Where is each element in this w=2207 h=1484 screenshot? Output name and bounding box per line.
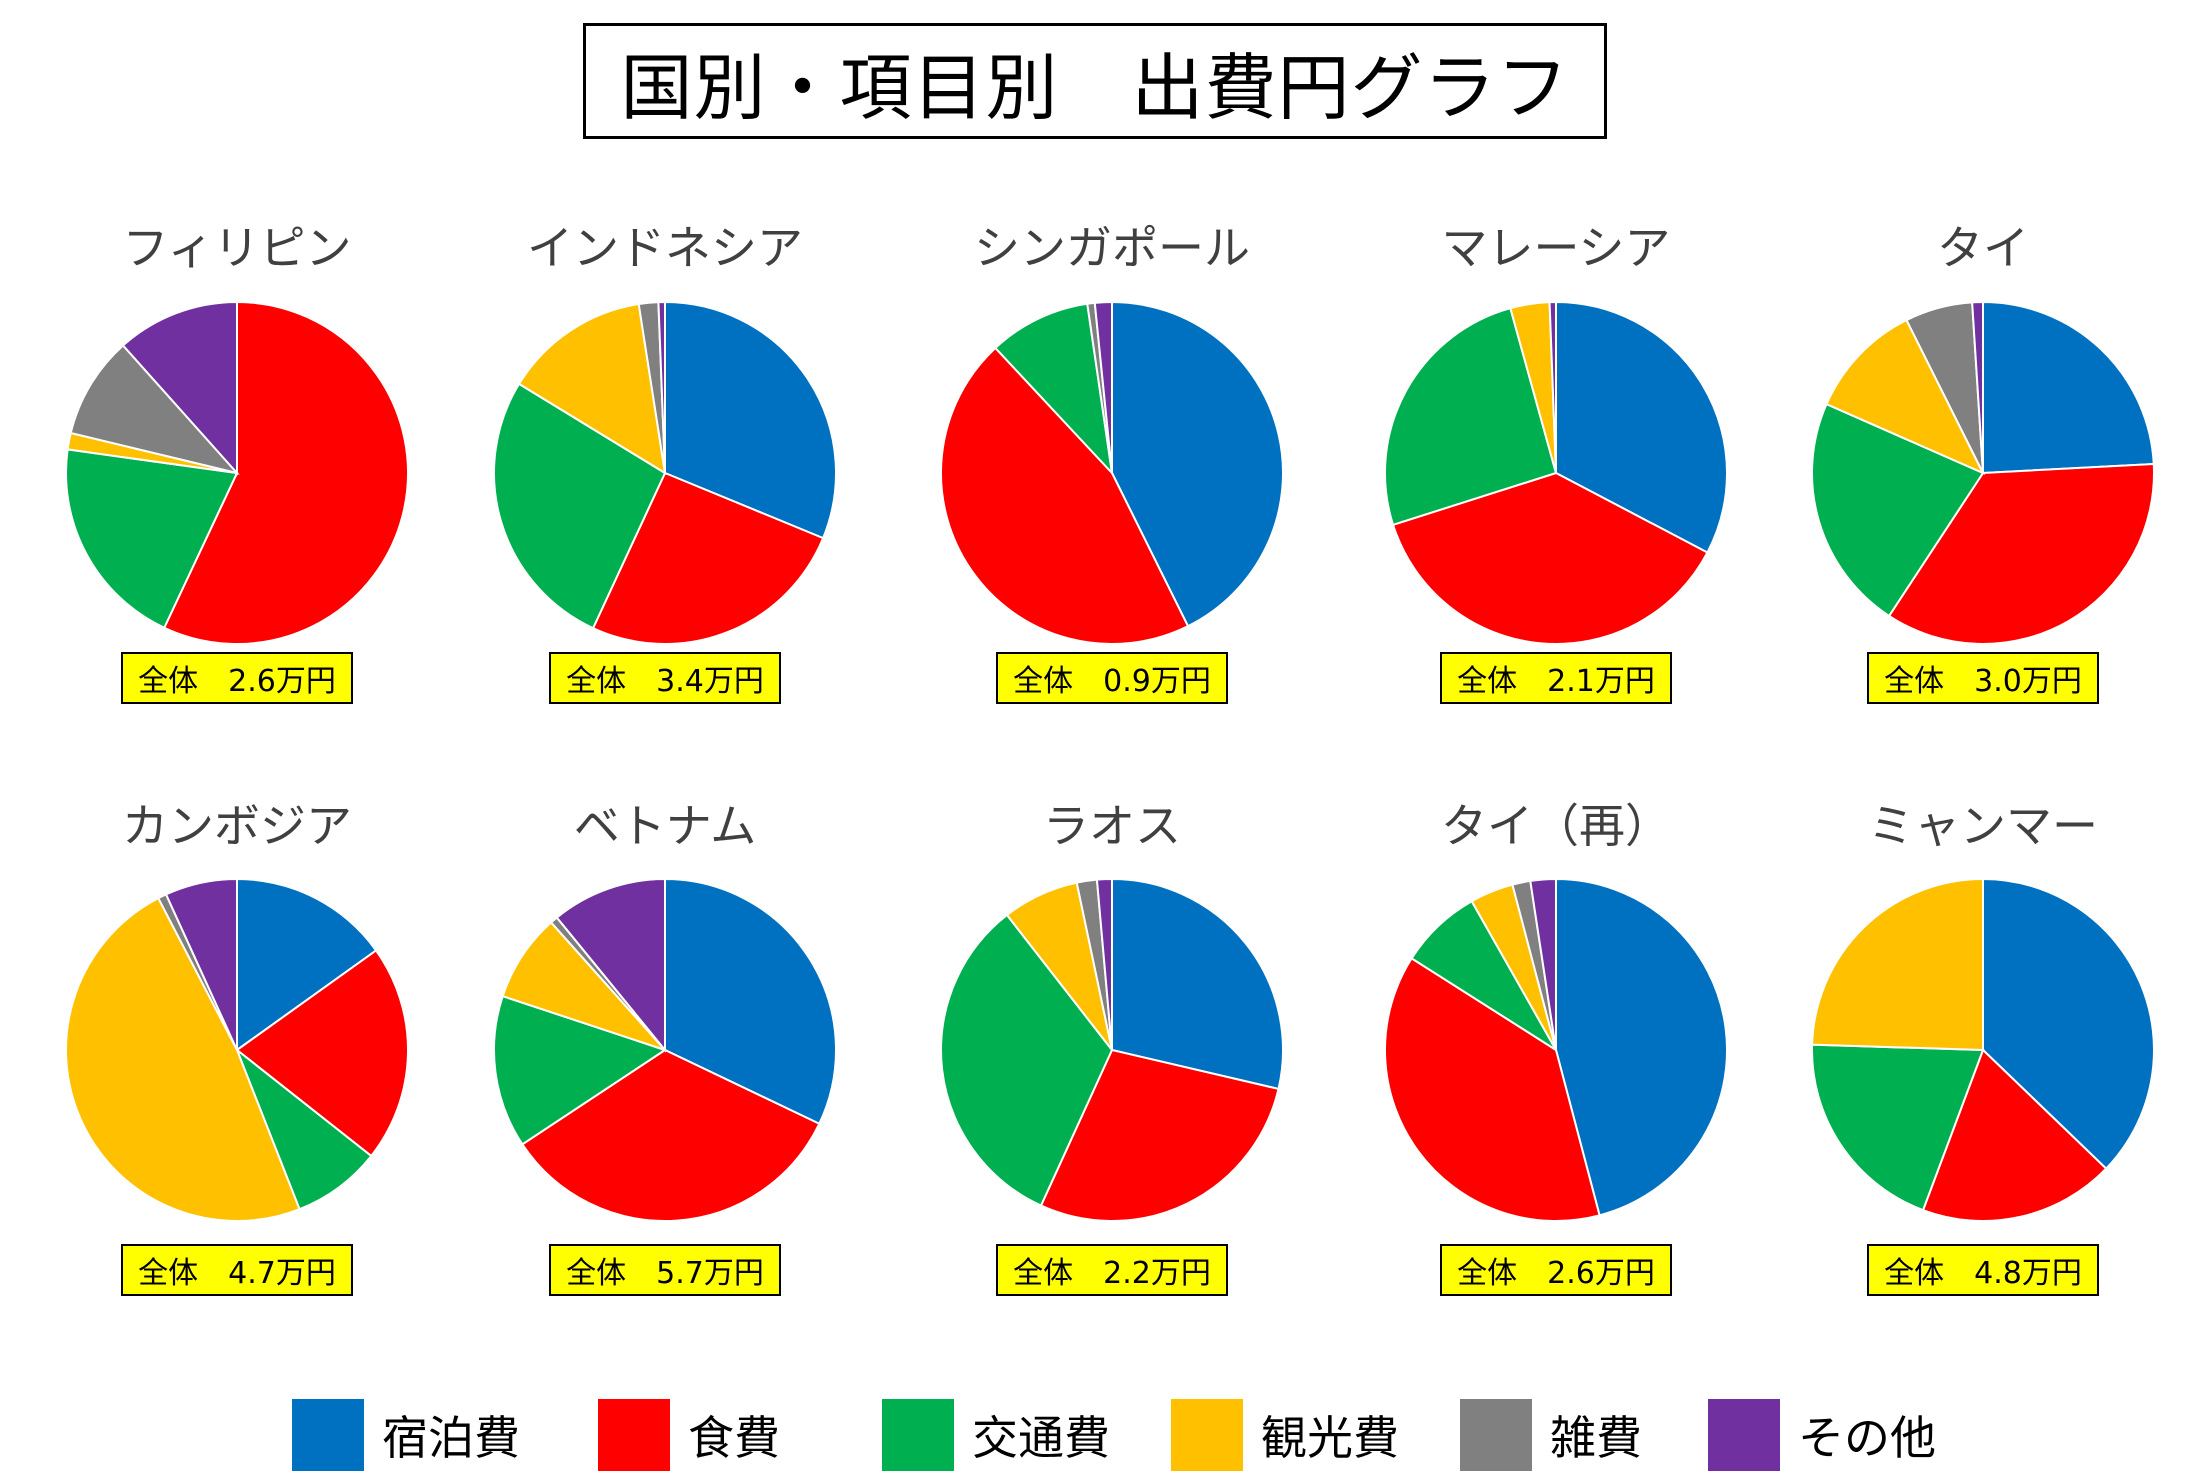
pie-slice: [1555, 877, 1729, 1217]
pie-slice: [1529, 877, 1557, 1051]
legend-item: 交通費: [882, 1398, 1110, 1472]
legend-item: その他: [1708, 1398, 1936, 1472]
pie-slice: [1971, 300, 1984, 474]
legend-label: その他: [1798, 1411, 1936, 1465]
pie-slice: [1811, 1043, 1985, 1212]
pie-title: シンガポール: [974, 221, 1250, 275]
legend-label: 観光費: [1261, 1411, 1399, 1465]
pie-slice: [65, 448, 239, 630]
pie-slice: [1093, 300, 1113, 474]
pie-slice: [1383, 956, 1601, 1223]
pie-slice: [939, 346, 1190, 645]
pie-slice: [664, 300, 837, 540]
pie-title: ミャンマー: [1868, 799, 2098, 853]
total-label: 全体 3.0万円: [1867, 652, 2099, 704]
pie-chart: [493, 877, 837, 1222]
pie-slice: [1548, 300, 1557, 474]
total-label: 全体 2.2万円: [996, 1244, 1228, 1296]
pie-slice: [1391, 471, 1709, 645]
legend-swatch: [1171, 1399, 1243, 1471]
pie-title: インドネシア: [527, 221, 803, 275]
pie-title: タイ（再）: [1441, 799, 1671, 853]
pie-chart: [940, 877, 1284, 1222]
legend-swatch: [1460, 1399, 1532, 1471]
legend-item: 雑費: [1460, 1398, 1642, 1472]
pie-title: マレーシア: [1441, 221, 1671, 275]
total-label: 全体 0.9万円: [996, 652, 1228, 704]
pie-slice: [1982, 300, 2155, 475]
pie-chart: [1811, 877, 2155, 1222]
pie-slice: [1921, 1048, 2108, 1222]
legend-label: 雑費: [1550, 1411, 1642, 1465]
pie-slice: [1095, 877, 1113, 1051]
pie-chart: [493, 300, 837, 645]
total-label: 全体 5.7万円: [549, 1244, 781, 1296]
total-label: 全体 4.8万円: [1867, 1244, 2099, 1296]
pie-slice: [1825, 318, 1986, 476]
legend-item: 宿泊費: [292, 1398, 520, 1472]
pie-slice: [1887, 462, 2155, 645]
pie-chart: [939, 300, 1284, 645]
pie-slice: [1039, 1048, 1280, 1222]
legend-label: 食費: [688, 1411, 780, 1465]
pie-slice: [501, 921, 669, 1053]
legend-label: 交通費: [972, 1411, 1110, 1465]
pie-slice: [517, 302, 667, 475]
pie-slice: [69, 344, 240, 475]
pie-slice: [235, 949, 409, 1158]
total-label: 全体 2.1万円: [1440, 652, 1672, 704]
total-label: 全体 2.6万円: [1440, 1244, 1672, 1296]
pie-slice: [520, 1048, 821, 1222]
pie-slice: [236, 877, 378, 1052]
legend-item: 食費: [598, 1398, 780, 1472]
pie-slice: [493, 994, 668, 1146]
pie-chart: [65, 877, 409, 1223]
chart-title: 国別・項目別 出費円グラフ: [620, 45, 1570, 130]
pie-chart: [1383, 300, 1728, 645]
pie-chart: [1811, 300, 2155, 645]
pie-slice: [493, 382, 667, 630]
legend-swatch: [292, 1399, 364, 1471]
legend-item: 観光費: [1171, 1398, 1399, 1472]
pie-slice: [993, 302, 1114, 477]
pie-title: タイ: [1937, 221, 2029, 275]
legend-swatch: [882, 1399, 954, 1471]
pie-slice: [1111, 877, 1284, 1091]
pie-slice: [234, 1046, 373, 1211]
pie-title: ラオス: [1043, 799, 1181, 853]
pie-slice: [555, 877, 666, 1053]
pie-slice: [664, 877, 837, 1126]
pie-chart: [1383, 877, 1729, 1223]
pie-slice: [1811, 402, 1985, 618]
legend-label: 宿泊費: [382, 1411, 520, 1465]
legend-swatch: [1708, 1399, 1780, 1471]
pie-slice: [657, 300, 666, 474]
chart-title-box: 国別・項目別 出費円グラフ: [583, 23, 1607, 139]
pie-chart: [65, 300, 409, 645]
pie-slice: [591, 471, 825, 645]
pie-slice: [1811, 877, 1984, 1052]
pie-slice: [162, 300, 409, 645]
pie-slice: [65, 896, 301, 1223]
pie-title: フィリピン: [122, 221, 352, 275]
pie-slice: [121, 300, 238, 476]
pie-title: ベトナム: [573, 799, 757, 853]
pie-slice: [940, 913, 1114, 1207]
legend-swatch: [598, 1399, 670, 1471]
pie-slice: [1383, 306, 1558, 527]
pie-slice: [1111, 300, 1284, 628]
pie-slice: [164, 877, 238, 1051]
total-label: 全体 2.6万円: [121, 652, 353, 704]
pie-slice: [1555, 300, 1728, 554]
pie-title: カンボジア: [122, 799, 352, 853]
total-label: 全体 4.7万円: [121, 1244, 353, 1296]
total-label: 全体 3.4万円: [549, 652, 781, 704]
pie-slice: [1982, 877, 2155, 1171]
